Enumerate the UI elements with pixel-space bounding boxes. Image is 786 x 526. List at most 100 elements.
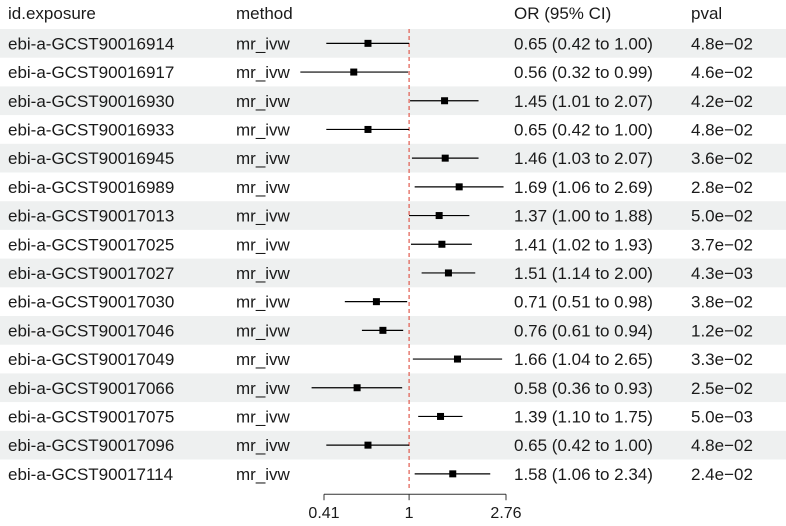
pval-label: 5.0e−03 bbox=[691, 407, 753, 426]
pval-label: 4.2e−02 bbox=[691, 92, 753, 111]
method-label: mr_ivw bbox=[236, 321, 291, 340]
method-label: mr_ivw bbox=[236, 178, 291, 197]
or-point bbox=[350, 68, 358, 76]
method-label: mr_ivw bbox=[236, 149, 291, 168]
pval-label: 4.3e−03 bbox=[691, 264, 753, 283]
forest-row: ebi-a-GCST90016945 mr_ivw 1.46 (1.03 to 2.… bbox=[8, 149, 753, 168]
exposure-label: ebi-a-GCST90017025 bbox=[8, 235, 174, 254]
pval-label: 2.5e−02 bbox=[691, 379, 753, 398]
forest-row: ebi-a-GCST90017030 mr_ivw 0.71 (0.51 to 0.… bbox=[8, 293, 753, 312]
method-label: mr_ivw bbox=[236, 120, 291, 139]
exposure-label: ebi-a-GCST90016914 bbox=[8, 34, 174, 53]
exposure-label: ebi-a-GCST90016945 bbox=[8, 149, 174, 168]
or-point bbox=[372, 298, 380, 306]
row-stripe bbox=[0, 86, 786, 116]
or-point bbox=[379, 326, 387, 334]
forest-row: ebi-a-GCST90017046 mr_ivw 0.76 (0.61 to 0.… bbox=[8, 321, 753, 340]
pval-label: 3.3e−02 bbox=[691, 350, 753, 369]
or-ci-label: 0.58 (0.36 to 0.93) bbox=[514, 379, 653, 398]
exposure-label: ebi-a-GCST90017013 bbox=[8, 207, 174, 226]
forest-row: ebi-a-GCST90016933 mr_ivw 0.65 (0.42 to 1.… bbox=[8, 120, 753, 139]
x-tick-label: 0.41 bbox=[308, 505, 339, 522]
or-ci-label: 0.76 (0.61 to 0.94) bbox=[514, 321, 653, 340]
or-point bbox=[437, 412, 445, 420]
forest-row: ebi-a-GCST90017049 mr_ivw 1.66 (1.04 to 2.… bbox=[8, 350, 753, 369]
pval-label: 4.8e−02 bbox=[691, 436, 753, 455]
pval-label: 4.8e−02 bbox=[691, 34, 753, 53]
header-exposure: id.exposure bbox=[8, 4, 96, 23]
row-stripes bbox=[0, 29, 786, 460]
pval-label: 4.6e−02 bbox=[691, 63, 753, 82]
exposure-label: ebi-a-GCST90017075 bbox=[8, 407, 174, 426]
exposure-label: ebi-a-GCST90017096 bbox=[8, 436, 174, 455]
forest-row: ebi-a-GCST90016989 mr_ivw 1.69 (1.06 to 2.… bbox=[8, 178, 753, 197]
pval-label: 2.8e−02 bbox=[691, 178, 753, 197]
pval-label: 5.0e−02 bbox=[691, 207, 753, 226]
method-label: mr_ivw bbox=[236, 465, 291, 484]
x-tick-label: 1 bbox=[405, 505, 414, 522]
or-ci-label: 0.65 (0.42 to 1.00) bbox=[514, 34, 653, 53]
header-method: method bbox=[236, 4, 293, 23]
exposure-label: ebi-a-GCST90016930 bbox=[8, 92, 174, 111]
row-stripe bbox=[0, 201, 786, 230]
or-point bbox=[364, 39, 372, 47]
or-point bbox=[435, 212, 443, 220]
forest-row: ebi-a-GCST90017114 mr_ivw 1.58 (1.06 to 2.… bbox=[8, 465, 753, 484]
or-ci-label: 1.41 (1.02 to 1.93) bbox=[514, 235, 653, 254]
or-point bbox=[364, 441, 372, 449]
exposure-label: ebi-a-GCST90016917 bbox=[8, 63, 174, 82]
forest-row: ebi-a-GCST90017096 mr_ivw 0.65 (0.42 to 1.… bbox=[8, 436, 753, 455]
pval-label: 3.6e−02 bbox=[691, 149, 753, 168]
forest-row: ebi-a-GCST90016917 mr_ivw 0.56 (0.32 to 0.… bbox=[8, 63, 753, 82]
or-ci-label: 0.65 (0.42 to 1.00) bbox=[514, 120, 653, 139]
pval-label: 4.8e−02 bbox=[691, 120, 753, 139]
or-ci-label: 1.37 (1.00 to 1.88) bbox=[514, 207, 653, 226]
forest-row: ebi-a-GCST90016914 mr_ivw 0.65 (0.42 to 1.… bbox=[8, 34, 753, 53]
method-label: mr_ivw bbox=[236, 407, 291, 426]
exposure-label: ebi-a-GCST90017027 bbox=[8, 264, 174, 283]
exposure-label: ebi-a-GCST90017049 bbox=[8, 350, 174, 369]
method-label: mr_ivw bbox=[236, 235, 291, 254]
or-ci-label: 1.46 (1.03 to 2.07) bbox=[514, 149, 653, 168]
or-ci-label: 0.56 (0.32 to 0.99) bbox=[514, 63, 653, 82]
exposure-label: ebi-a-GCST90017066 bbox=[8, 379, 174, 398]
or-ci-label: 0.71 (0.51 to 0.98) bbox=[514, 293, 653, 312]
forest-row: ebi-a-GCST90017013 mr_ivw 1.37 (1.00 to 1.… bbox=[8, 207, 753, 226]
pval-label: 3.7e−02 bbox=[691, 235, 753, 254]
or-ci-label: 1.58 (1.06 to 2.34) bbox=[514, 465, 653, 484]
method-label: mr_ivw bbox=[236, 63, 291, 82]
or-point bbox=[453, 355, 461, 363]
method-label: mr_ivw bbox=[236, 207, 291, 226]
or-point bbox=[449, 470, 457, 478]
forest-row: ebi-a-GCST90017075 mr_ivw 1.39 (1.10 to 1.… bbox=[8, 407, 753, 426]
or-ci-label: 1.51 (1.14 to 2.00) bbox=[514, 264, 653, 283]
or-ci-label: 1.69 (1.06 to 2.69) bbox=[514, 178, 653, 197]
or-point bbox=[364, 125, 372, 133]
or-ci-label: 1.66 (1.04 to 2.65) bbox=[514, 350, 653, 369]
or-ci-label: 0.65 (0.42 to 1.00) bbox=[514, 436, 653, 455]
or-ci-label: 1.45 (1.01 to 2.07) bbox=[514, 92, 653, 111]
or-point bbox=[444, 269, 452, 277]
exposure-label: ebi-a-GCST90017030 bbox=[8, 293, 174, 312]
exposure-label: ebi-a-GCST90017046 bbox=[8, 321, 174, 340]
exposure-label: ebi-a-GCST90016933 bbox=[8, 120, 174, 139]
or-point bbox=[441, 97, 449, 105]
method-label: mr_ivw bbox=[236, 436, 291, 455]
method-label: mr_ivw bbox=[236, 350, 291, 369]
or-point bbox=[353, 384, 361, 392]
x-tick-label: 2.76 bbox=[490, 505, 521, 522]
forest-row: ebi-a-GCST90017066 mr_ivw 0.58 (0.36 to 0.… bbox=[8, 379, 753, 398]
method-label: mr_ivw bbox=[236, 264, 291, 283]
forest-row: ebi-a-GCST90016930 mr_ivw 1.45 (1.01 to 2.… bbox=[8, 92, 753, 111]
or-point bbox=[438, 240, 446, 248]
exposure-label: ebi-a-GCST90017114 bbox=[8, 465, 173, 484]
method-label: mr_ivw bbox=[236, 293, 291, 312]
x-axis: 0.41 1 2.76 bbox=[308, 493, 522, 522]
pval-label: 3.8e−02 bbox=[691, 293, 753, 312]
method-label: mr_ivw bbox=[236, 34, 291, 53]
forest-rows: ebi-a-GCST90016914 mr_ivw 0.65 (0.42 to 1.… bbox=[8, 34, 753, 484]
forest-row: ebi-a-GCST90017027 mr_ivw 1.51 (1.14 to 2.… bbox=[8, 264, 753, 283]
header-or-ci: OR (95% CI) bbox=[514, 4, 611, 23]
column-headers: id.exposure method OR (95% CI) pval bbox=[8, 4, 722, 23]
method-label: mr_ivw bbox=[236, 92, 291, 111]
